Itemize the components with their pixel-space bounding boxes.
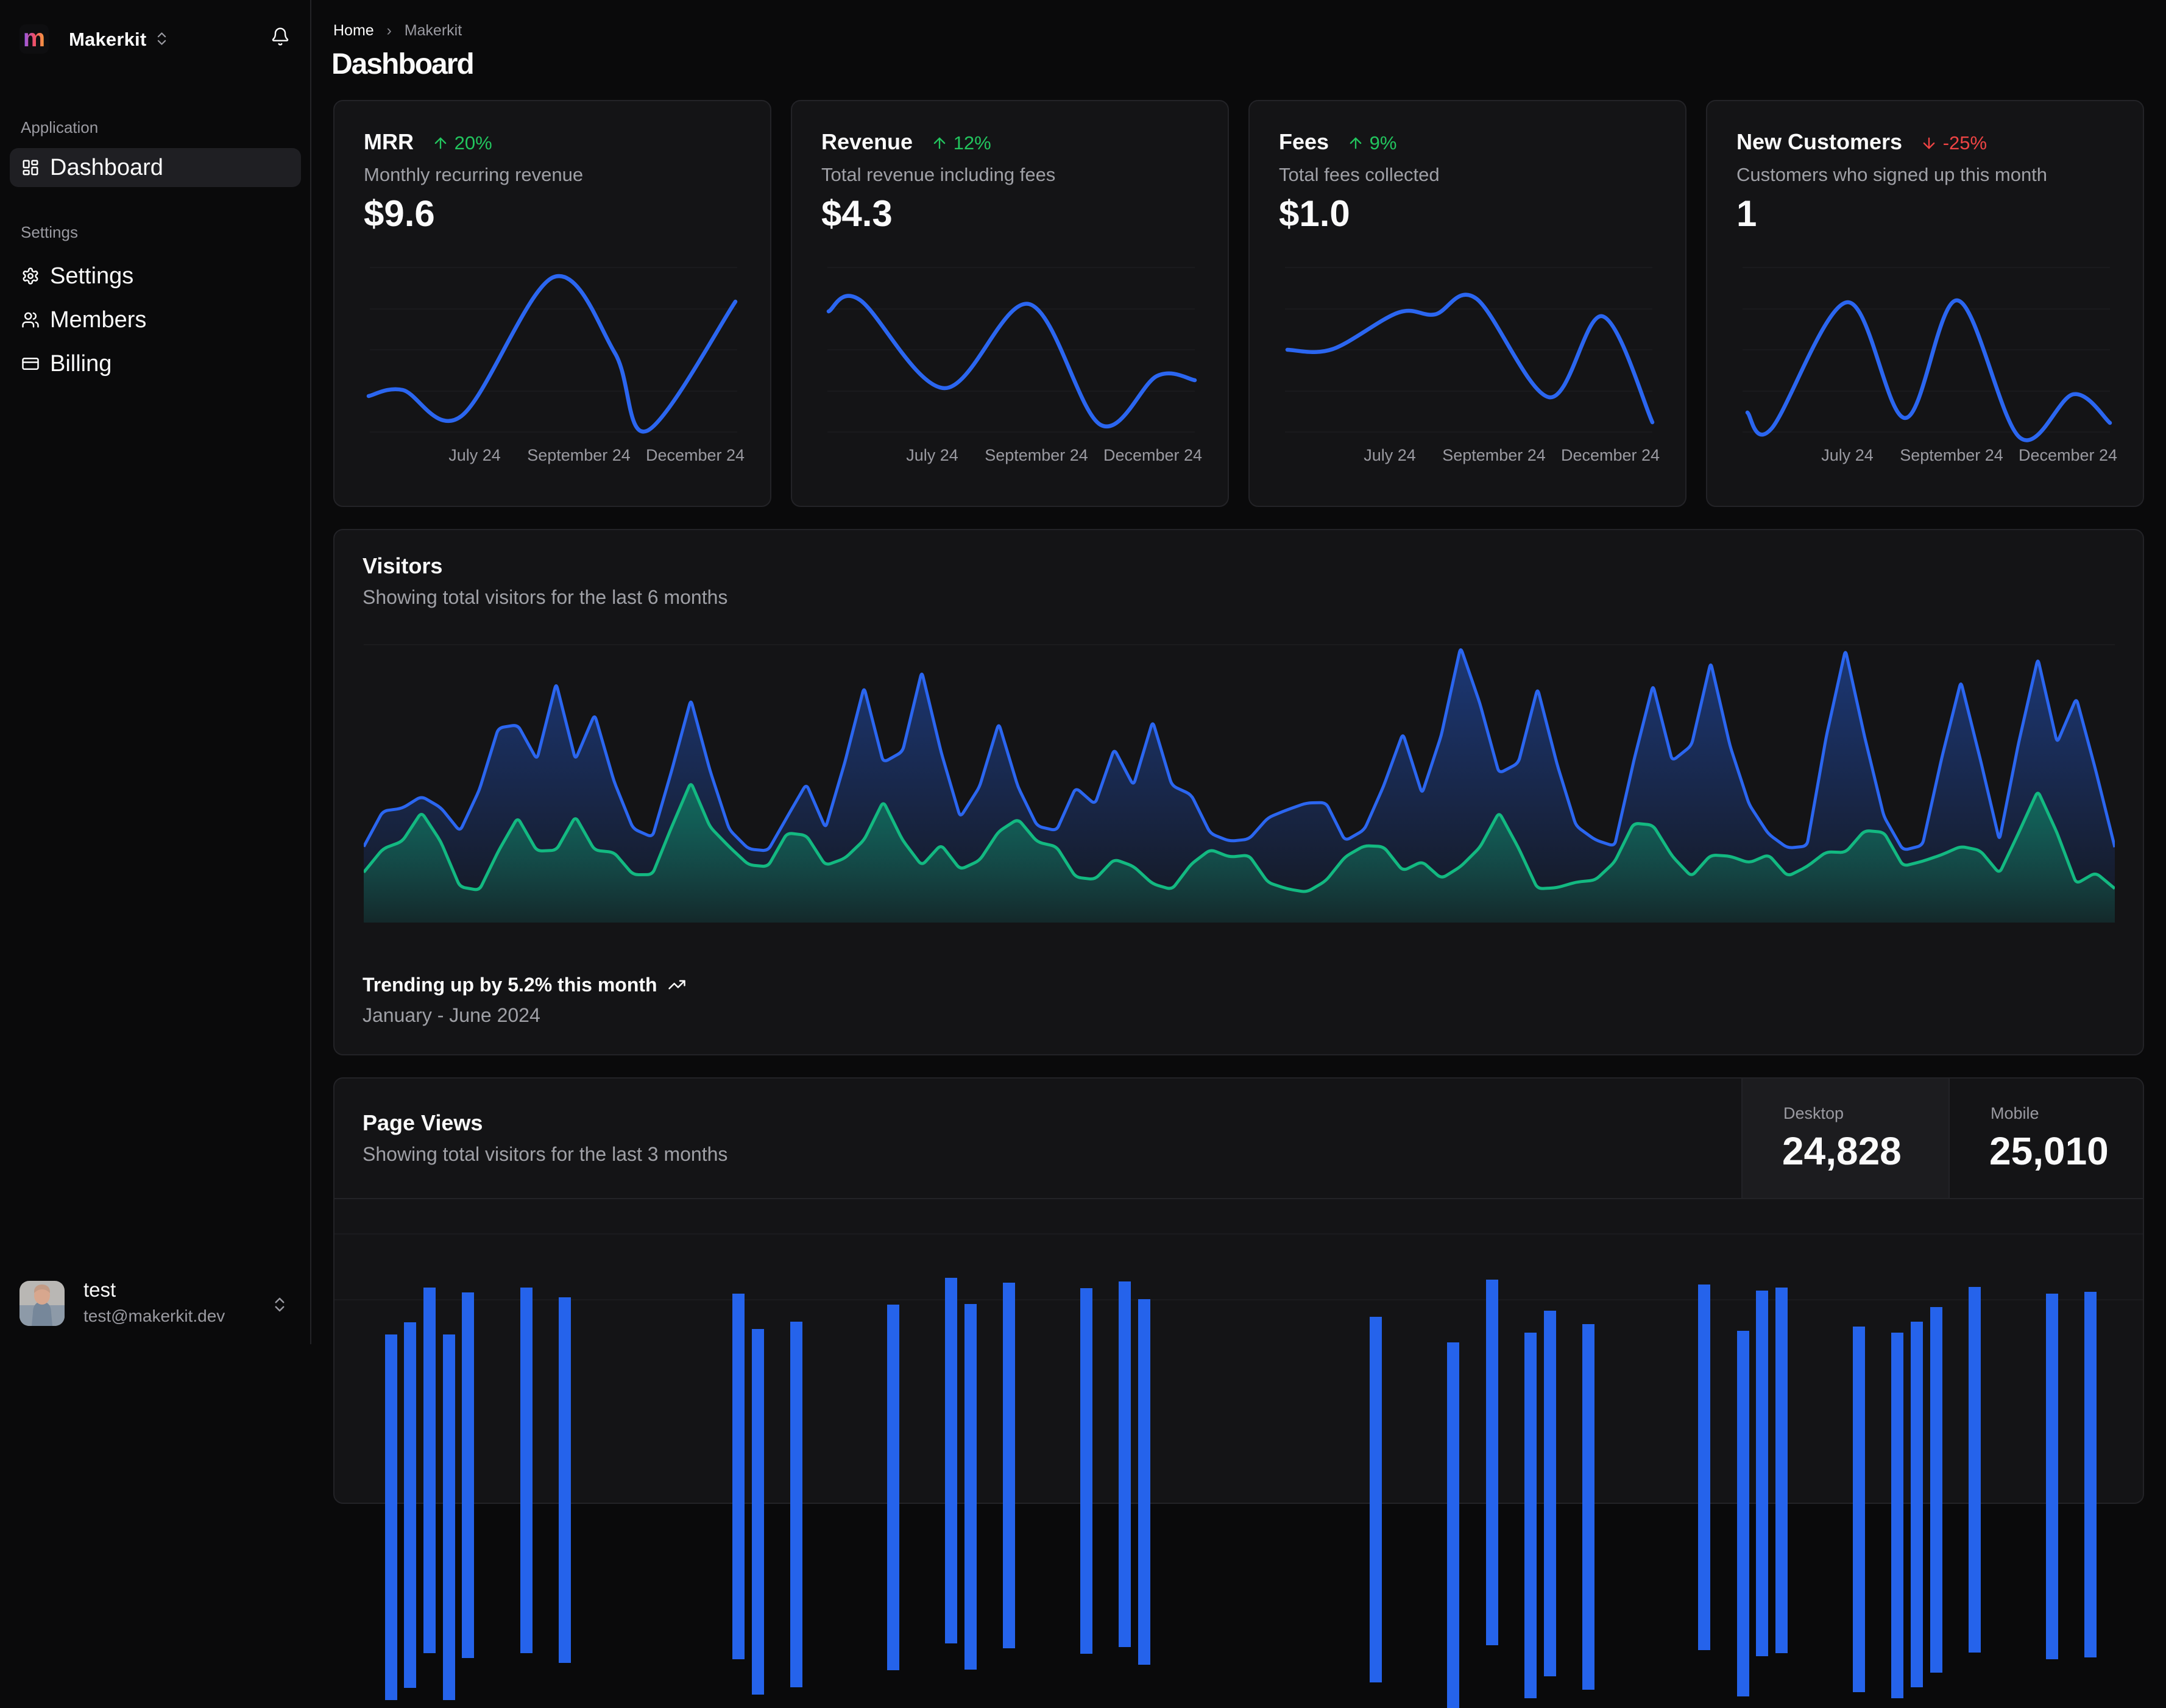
svg-text:m: m <box>23 24 45 52</box>
